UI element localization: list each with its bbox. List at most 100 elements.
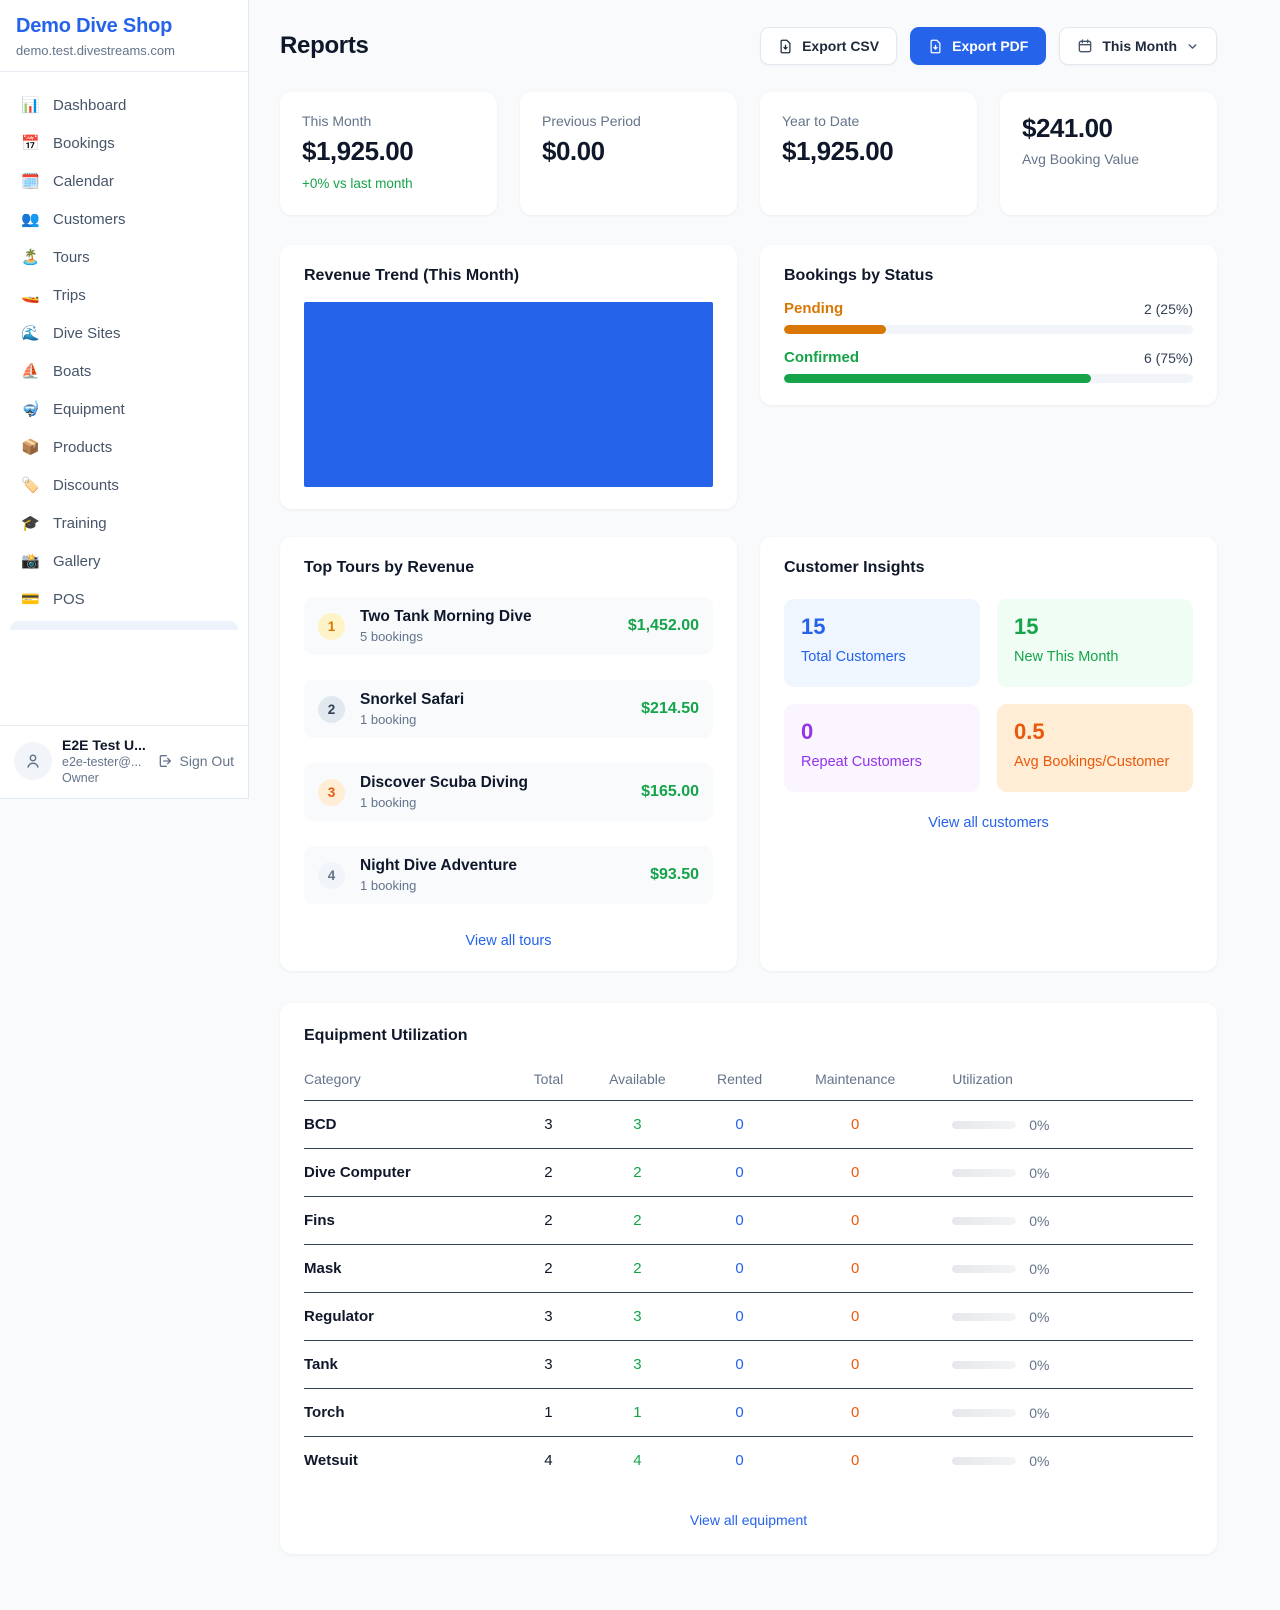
user-footer: E2E Test U... e2e-tester@... Owner Sign … [0, 725, 248, 798]
cell-maintenance: 0 [784, 1340, 927, 1389]
export-csv-button[interactable]: Export CSV [760, 27, 898, 65]
status-row-pending: Pending 2 (25%) [784, 300, 1193, 334]
rank-badge: 3 [318, 778, 345, 806]
cell-available: 4 [633, 1452, 642, 1470]
column-available: Available [579, 1063, 696, 1101]
equipment-utilization-card: Equipment Utilization Category Total Ava… [280, 1003, 1217, 1554]
status-label: Confirmed [784, 349, 859, 366]
insight-label: New This Month [1014, 649, 1119, 665]
utilization-percent: 0% [1029, 1404, 1050, 1421]
cell-maintenance: 0 [784, 1196, 927, 1245]
insight-label: Repeat Customers [801, 754, 922, 770]
sailboat-icon: ⛵ [21, 363, 40, 380]
cell-total: 3 [517, 1340, 580, 1389]
utilization-percent: 0% [1029, 1260, 1050, 1277]
period-dropdown[interactable]: This Month [1059, 27, 1217, 65]
utilization-percent: 0% [1029, 1356, 1050, 1373]
stat-card-avg-booking-value: $241.00 Avg Booking Value [1000, 92, 1217, 215]
cell-rented: 0 [695, 1340, 785, 1389]
sidebar-item-training[interactable]: 🎓 Training [10, 504, 238, 542]
utilization-percent: 0% [1029, 1164, 1050, 1181]
sidebar-item-dive-sites[interactable]: 🌊 Dive Sites [10, 314, 238, 352]
table-row: Tank 3 3 0 0 0% [304, 1340, 1193, 1389]
sidebar-item-calendar[interactable]: 🗓️ Calendar [10, 162, 238, 200]
table-row: Dive Computer 2 2 0 0 0% [304, 1148, 1193, 1197]
customer-insights-card: Customer Insights 15 Total Customers 15 … [760, 537, 1217, 971]
insight-tile-avg-bookings: 0.5 Avg Bookings/Customer [997, 704, 1193, 792]
dive-mask-icon: 🤿 [21, 401, 40, 418]
page-header: Reports Export CSV Export PDF This Month [280, 27, 1217, 65]
insight-label: Avg Bookings/Customer [1014, 754, 1170, 770]
insight-value: 15 [1014, 614, 1039, 639]
sidebar-nav: 📊 Dashboard 📅 Bookings 🗓️ Calendar 👥 Custome… [0, 72, 248, 725]
sidebar-item-label: Bookings [53, 134, 115, 152]
view-all-customers-link[interactable]: View all customers [928, 815, 1049, 831]
speedboat-icon: 🚤 [21, 287, 40, 304]
cell-rented: 0 [735, 1452, 744, 1470]
view-all-equipment-link[interactable]: View all equipment [689, 1511, 808, 1528]
sidebar-item-trips[interactable]: 🚤 Trips [10, 276, 238, 314]
cell-total: 2 [517, 1148, 580, 1197]
cell-total: 3 [517, 1100, 580, 1149]
user-info: E2E Test U... e2e-tester@... Owner [62, 737, 146, 785]
brand-domain: demo.test.divestreams.com [16, 43, 175, 58]
export-pdf-button[interactable]: Export PDF [910, 27, 1047, 65]
insight-tile-repeat-customers: 0 Repeat Customers [784, 704, 980, 792]
sidebar-item-label: Equipment [53, 400, 125, 418]
utilization-bar [952, 1168, 1017, 1177]
sidebar-item-dashboard[interactable]: 📊 Dashboard [10, 86, 238, 124]
cell-rented: 0 [695, 1148, 785, 1197]
sidebar-item-tours[interactable]: 🏝️ Tours [10, 238, 238, 276]
sidebar-item-equipment[interactable]: 🤿 Equipment [10, 390, 238, 428]
stat-card-year-to-date: Year to Date $1,925.00 [760, 92, 977, 215]
insight-value: 15 [801, 614, 826, 639]
sign-out-icon [159, 755, 171, 767]
sign-out-button[interactable]: Sign Out [157, 753, 234, 769]
sidebar-item-boats[interactable]: ⛵ Boats [10, 352, 238, 390]
status-label: Pending [784, 300, 844, 317]
stat-delta: +0% vs last month [302, 176, 413, 191]
user-email: e2e-tester@... [62, 755, 142, 769]
rank-badge: 2 [318, 695, 345, 723]
cell-available: 1 [579, 1388, 696, 1437]
sidebar-item-customers[interactable]: 👥 Customers [10, 200, 238, 238]
sidebar-item-discounts[interactable]: 🏷️ Discounts [10, 466, 238, 504]
tour-name: Snorkel Safari [360, 691, 465, 708]
column-category: Category [304, 1063, 518, 1101]
people-icon: 👥 [21, 211, 40, 228]
cell-maintenance: 0 [784, 1388, 927, 1437]
sidebar-item-products[interactable]: 📦 Products [10, 428, 238, 466]
insight-tile-new-this-month: 15 New This Month [997, 599, 1193, 687]
cell-category: Wetsuit [304, 1452, 358, 1470]
cell-total: 2 [517, 1244, 580, 1293]
sidebar-item-bookings[interactable]: 📅 Bookings [10, 124, 238, 162]
file-download-icon [780, 39, 791, 53]
insight-tile-total-customers: 15 Total Customers [784, 599, 980, 687]
chevron-down-icon [1188, 43, 1197, 49]
sidebar-item-gallery[interactable]: 📸 Gallery [10, 542, 238, 580]
insight-grid: 15 Total Customers 15 New This Month 0 R… [784, 599, 1193, 792]
table-header-row: Category Total Available Rented Maintena… [304, 1063, 1193, 1101]
utilization-bar [952, 1408, 1017, 1417]
tour-name: Two Tank Morning Dive [360, 608, 532, 625]
stats-row: This Month $1,925.00 +0% vs last month P… [280, 92, 1217, 215]
user-role: Owner [62, 771, 99, 785]
view-all-tours-link[interactable]: View all tours [465, 933, 552, 949]
tour-bookings: 1 booking [360, 795, 417, 810]
tour-bookings: 5 bookings [360, 629, 423, 644]
cell-total: 2 [517, 1196, 580, 1245]
table-row: Mask 2 2 0 0 0% [304, 1244, 1193, 1293]
cell-available: 2 [579, 1196, 696, 1245]
tour-revenue: $93.50 [650, 866, 699, 883]
stat-card-this-month: This Month $1,925.00 +0% vs last month [280, 92, 497, 215]
sidebar-item-label: Boats [53, 362, 92, 380]
stat-label: Previous Period [542, 113, 641, 129]
utilization-bar [952, 1264, 1017, 1273]
sidebar-item-reports-partial[interactable] [10, 621, 238, 630]
cell-rented: 0 [695, 1292, 785, 1341]
status-bar-fill [784, 374, 1091, 383]
sidebar-item-pos[interactable]: 💳 POS [10, 580, 238, 618]
cell-available: 2 [579, 1148, 696, 1197]
cell-category: Mask [304, 1244, 518, 1293]
status-row-confirmed: Confirmed 6 (75%) [784, 349, 1193, 383]
